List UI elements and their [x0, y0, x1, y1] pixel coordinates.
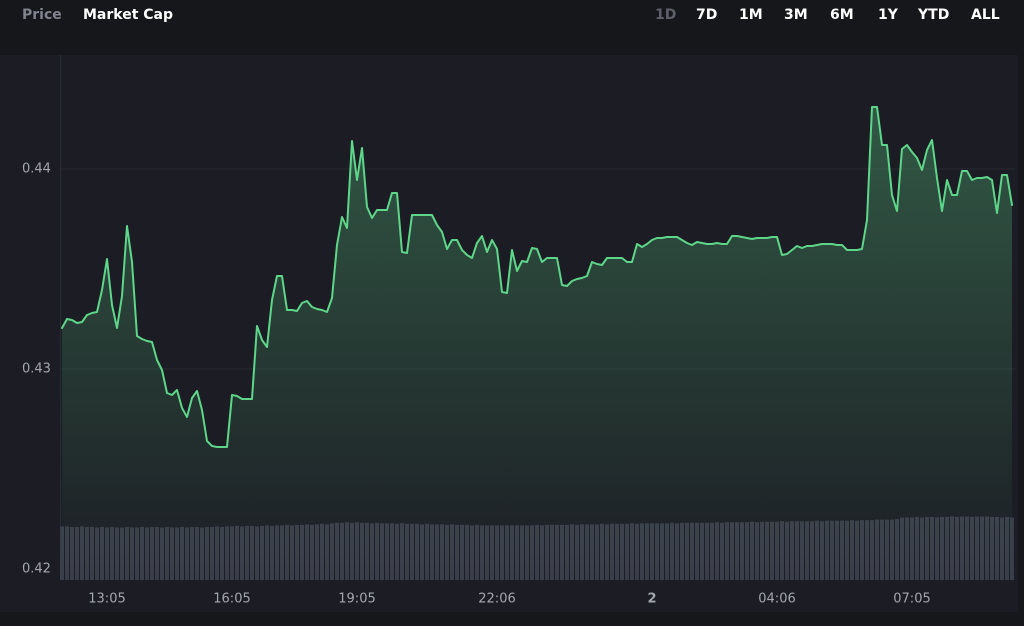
x-tick-label: 2: [647, 592, 656, 607]
range-button[interactable]: 1M: [739, 7, 763, 23]
range-button[interactable]: 3M: [784, 7, 808, 23]
tab[interactable]: Market Cap: [83, 7, 173, 23]
range-button[interactable]: 7D: [696, 7, 717, 23]
range-button[interactable]: 1D: [655, 7, 676, 23]
y-tick-label: 0.43: [22, 362, 51, 377]
x-tick-label: 13:05: [88, 592, 125, 607]
x-tick-label: 19:05: [338, 592, 375, 607]
price-line: [61, 106, 1013, 448]
x-tick-label: 07:05: [893, 592, 930, 607]
x-tick-label: 04:06: [758, 592, 795, 607]
line-layer: [61, 106, 1013, 580]
range-button[interactable]: YTD: [917, 7, 949, 23]
text-layer: Price Market Cap 1D 7D 1M 3M 6M 1Y YTD ALL 0.42 0.4…: [22, 7, 1000, 607]
area: [62, 107, 1012, 580]
range-button[interactable]: 1Y: [878, 7, 899, 23]
tab[interactable]: Price: [22, 7, 62, 23]
range-button[interactable]: ALL: [971, 7, 1000, 23]
y-tick-label: 0.42: [22, 562, 51, 577]
y-tick-label: 0.44: [22, 162, 51, 177]
range-button[interactable]: 6M: [830, 7, 854, 23]
x-tick-label: 16:05: [213, 592, 250, 607]
x-tick-label: 22:06: [478, 592, 515, 607]
